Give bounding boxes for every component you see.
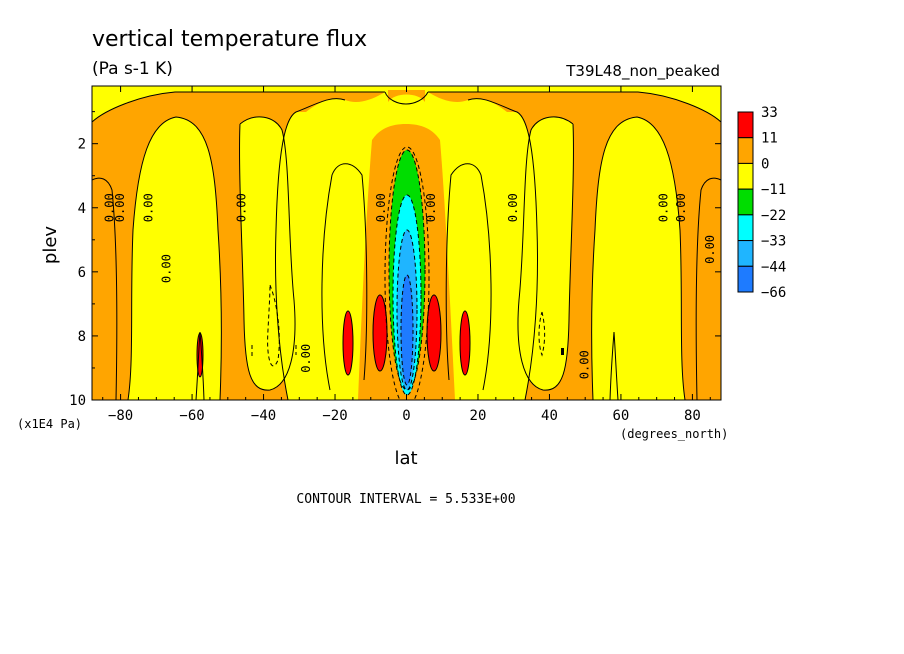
orange-region-west (92, 92, 385, 400)
contour-label: 0.00 (578, 350, 592, 379)
y-axis-units: (x1E4 Pa) (17, 417, 82, 431)
colorbar-label: −11 (761, 182, 786, 198)
colorbar-label: −22 (761, 208, 786, 224)
contour-label: 0.00 (142, 193, 156, 222)
contour-label: 0.00 (506, 193, 520, 222)
band-pink-arc (388, 90, 425, 102)
small-contour-mark (561, 348, 564, 355)
colorbar-swatch (737, 162, 754, 190)
colorbar: 33 11 0 −11 −22 −33 −44 −66 (737, 105, 786, 301)
contour-label: 0.00 (374, 193, 388, 222)
contour-label: 0.00 (703, 235, 717, 264)
contour-labels: 0.000.00 0.000.000.000.000.00 0.00 0.000.00… (102, 193, 716, 379)
x-tick-label: 40 (541, 408, 558, 424)
x-axis: −80 −60 −40 −20 0 20 40 60 80 (102, 86, 711, 424)
contour-label: 0.00 (299, 344, 313, 373)
colorbar-label: −33 (761, 234, 786, 250)
contour-label: 0.00 (674, 193, 688, 222)
yellow-cell-west (239, 116, 295, 391)
x-axis-label: lat (394, 448, 417, 469)
positive-flux-cell (372, 294, 388, 372)
orange-region-east (428, 92, 721, 400)
colorbar-label: 33 (761, 105, 778, 121)
colorbar-swatch (737, 137, 754, 164)
x-tick-label: −80 (108, 408, 133, 424)
plot-area: 0.000.00 0.000.000.000.000.00 0.00 0.000.00… (92, 86, 721, 400)
y-axis: 2 4 6 8 10 (69, 111, 721, 409)
colorbar-swatch (737, 214, 754, 242)
x-tick-label: −20 (322, 408, 347, 424)
negative-contours (251, 146, 546, 400)
x-tick-label: −40 (251, 408, 276, 424)
colorbar-swatch (737, 111, 754, 139)
x-tick-label: 20 (470, 408, 487, 424)
colorbar-swatch (737, 240, 754, 267)
contour-label: 0.00 (102, 193, 116, 222)
contour-label: 0.00 (160, 254, 174, 283)
y-tick-label: 2 (78, 137, 86, 153)
x-tick-label: −60 (179, 408, 204, 424)
positive-flux-cell (459, 310, 471, 376)
colorbar-label: 0 (761, 156, 769, 172)
colorbar-label: 11 (761, 131, 778, 147)
y-tick-label: 8 (78, 329, 86, 345)
y-tick-label: 10 (69, 393, 86, 409)
y-axis-label: plev (40, 226, 61, 265)
chart-units: (Pa s-1 K) (92, 59, 173, 79)
y-tick-label: 4 (78, 201, 86, 217)
x-tick-label: 60 (613, 408, 630, 424)
x-tick-label: 80 (684, 408, 701, 424)
x-tick-label: 0 (402, 408, 410, 424)
colorbar-label: −66 (761, 285, 786, 301)
colorbar-label: −44 (761, 259, 786, 275)
colorbar-swatch (737, 188, 754, 216)
positive-flux-cell (426, 294, 442, 372)
colorbar-swatch (737, 265, 754, 293)
negative-flux-blue (401, 275, 413, 385)
x-axis-units: (degrees_north) (620, 427, 728, 441)
contour-lines (92, 91, 721, 400)
contour-label: 0.00 (656, 193, 670, 222)
contour-label: 0.00 (113, 193, 127, 222)
y-tick-label: 6 (78, 265, 86, 281)
dataset-label: T39L48_non_peaked (565, 62, 720, 81)
yellow-cell-east (518, 116, 574, 391)
contour-label: 0.00 (424, 193, 438, 222)
chart-title: vertical temperature flux (92, 27, 367, 52)
positive-flux-cell (342, 310, 354, 376)
contour-interval-footer: CONTOUR INTERVAL = 5.533E+00 (296, 492, 515, 507)
contour-label: 0.00 (235, 193, 249, 222)
